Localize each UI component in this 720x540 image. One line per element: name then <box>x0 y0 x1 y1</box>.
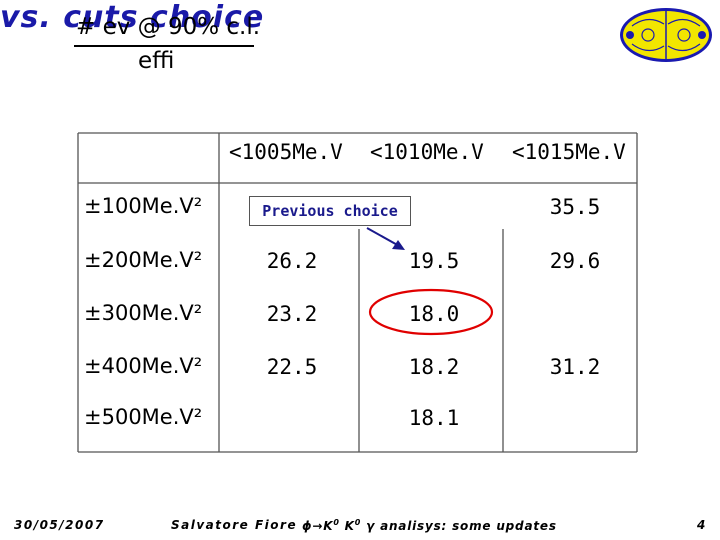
table-cell: 23.2 <box>266 302 318 326</box>
table-cell: 29.6 <box>549 249 601 273</box>
title-fraction-bar <box>74 45 254 47</box>
row-label: ±200Me.V² <box>84 248 203 272</box>
footer-topic-prefix: ϕ→K <box>302 519 334 533</box>
table-cell: 35.5 <box>549 195 601 219</box>
column-header: <1015Me.V <box>512 140 626 164</box>
row-label: ±100Me.V² <box>84 194 203 218</box>
page-number: 4 <box>697 518 707 532</box>
title-fraction-numerator: # ev @ 90% c.l. <box>76 14 261 40</box>
footer-topic-mid: K <box>339 519 355 533</box>
row-label: ±300Me.V² <box>84 301 203 325</box>
column-header: <1005Me.V <box>229 140 343 164</box>
footer-topic-sup1: 0 <box>333 518 340 527</box>
footer-date: 30/05/2007 <box>14 518 105 532</box>
table-cell: 19.5 <box>408 249 460 273</box>
footer-author: Salvatore Fiore <box>171 518 298 532</box>
title-fraction-denominator: effi <box>138 48 175 74</box>
highlight-ellipse <box>368 288 494 336</box>
table-cell: 26.2 <box>266 249 318 273</box>
table-cell: 18.0 <box>408 302 460 326</box>
pointer-arrow <box>366 227 405 250</box>
column-header: <1010Me.V <box>370 140 484 164</box>
row-label: ±500Me.V² <box>84 405 203 429</box>
previous-choice-label: Previous choice <box>262 202 398 220</box>
table-cell: 31.2 <box>549 355 601 379</box>
slide-title: vs. cuts choice <box>0 0 265 35</box>
table-cell: 22.5 <box>266 355 318 379</box>
kloe-logo <box>620 8 712 62</box>
row-label: ±400Me.V² <box>84 354 203 378</box>
previous-choice-callout: Previous choice <box>249 196 411 226</box>
table-cell: 18.1 <box>408 406 460 430</box>
footer-topic-sup2: 0 <box>354 518 362 527</box>
table-cell: 18.2 <box>408 355 460 379</box>
footer-topic-suffix: γ analisys: some updates <box>361 519 557 533</box>
footer-topic: ϕ→K0 K0 γ analisys: some updates <box>302 518 557 533</box>
